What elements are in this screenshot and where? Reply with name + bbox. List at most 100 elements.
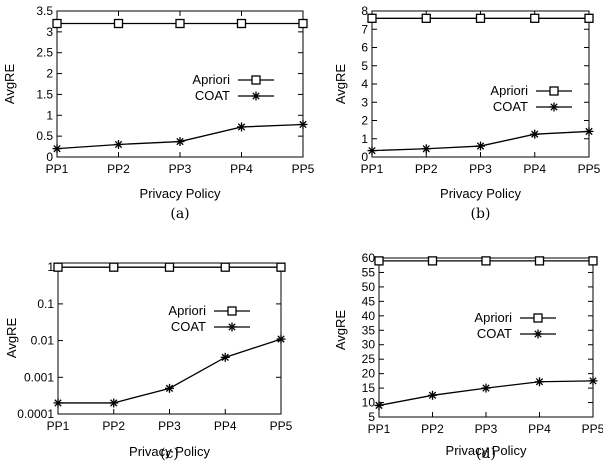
x-tick-label: PP5 bbox=[292, 162, 315, 176]
star-stroke bbox=[54, 399, 62, 407]
data-point bbox=[481, 383, 491, 393]
series-coat bbox=[374, 376, 598, 410]
legend-label: COAT bbox=[171, 319, 206, 334]
data-point bbox=[367, 13, 377, 23]
y-tick-label: 15 bbox=[362, 381, 376, 395]
y-tick-label: 55 bbox=[362, 265, 376, 279]
data-point bbox=[475, 13, 486, 23]
y-axis-label: AvgRE bbox=[4, 318, 19, 359]
y-tick-label: 3 bbox=[46, 25, 53, 39]
y-tick-label: 50 bbox=[362, 280, 376, 294]
data-point bbox=[113, 18, 124, 29]
y-tick-label: 0.1 bbox=[37, 297, 54, 311]
data-point bbox=[530, 129, 540, 139]
data-point bbox=[421, 144, 431, 154]
y-tick-label: 7 bbox=[361, 22, 368, 36]
x-tick-label: PP5 bbox=[578, 162, 601, 176]
y-axis-label: AvgRE bbox=[333, 310, 348, 351]
data-point bbox=[165, 383, 174, 393]
star-stroke bbox=[165, 384, 174, 393]
y-tick-label: 1 bbox=[47, 260, 54, 274]
x-tick-label: PP4 bbox=[523, 162, 546, 176]
data-point bbox=[427, 256, 438, 266]
y-tick-label: 3.5 bbox=[36, 4, 53, 18]
legend-label: Apriori bbox=[490, 83, 528, 98]
y-tick-label: 1 bbox=[361, 132, 368, 146]
star-stroke bbox=[299, 120, 307, 129]
data-point bbox=[428, 390, 437, 400]
y-tick-label: 0.01 bbox=[31, 334, 55, 348]
legend-marker bbox=[251, 91, 261, 101]
data-point bbox=[53, 262, 63, 272]
star-stroke bbox=[53, 144, 61, 153]
x-tick-label: PP3 bbox=[158, 419, 181, 433]
data-point bbox=[584, 13, 594, 23]
x-tick-label: PP2 bbox=[107, 162, 130, 176]
y-tick-label: 0 bbox=[361, 150, 368, 164]
star-stroke bbox=[589, 377, 597, 385]
series-coat bbox=[52, 119, 308, 154]
data-point bbox=[109, 262, 119, 272]
x-tick-label: PP1 bbox=[368, 422, 391, 436]
series-coat bbox=[53, 334, 286, 408]
y-tick-label: 10 bbox=[362, 396, 376, 410]
star-stroke bbox=[550, 103, 558, 111]
data-point bbox=[534, 256, 545, 266]
chart-panel-3: 0.0001 0.001 0.01 0.1 1 PP1 PP2 PP3 PP4 PP5 Privac… bbox=[4, 260, 293, 462]
data-point bbox=[52, 144, 62, 154]
x-tick-label: PP4 bbox=[230, 162, 253, 176]
star-stroke bbox=[428, 391, 437, 399]
legend-marker bbox=[227, 322, 237, 332]
y-tick-label: 45 bbox=[362, 294, 376, 308]
panel-caption: (a) bbox=[170, 206, 189, 222]
series-coat bbox=[367, 126, 594, 156]
x-tick-label: PP5 bbox=[582, 422, 603, 436]
legend-marker bbox=[227, 306, 237, 316]
star-stroke bbox=[252, 92, 260, 100]
data-point bbox=[276, 262, 286, 272]
data-point bbox=[236, 18, 247, 29]
star-stroke bbox=[221, 353, 229, 361]
legend-marker bbox=[533, 329, 543, 339]
y-tick-label: 2 bbox=[361, 114, 368, 128]
star-stroke bbox=[237, 123, 246, 131]
series-apriori bbox=[52, 18, 308, 29]
data-point bbox=[114, 139, 123, 149]
y-axis-label: AvgRE bbox=[333, 64, 348, 105]
legend-label: Apriori bbox=[192, 72, 230, 87]
x-tick-label: PP1 bbox=[361, 162, 384, 176]
y-tick-label: 0.001 bbox=[24, 370, 54, 384]
y-tick-label: 8 bbox=[361, 4, 368, 18]
plot-frame bbox=[56, 10, 304, 158]
data-point bbox=[298, 119, 308, 129]
x-tick-label: PP2 bbox=[415, 162, 438, 176]
y-tick-label: 40 bbox=[362, 309, 376, 323]
x-axis-label: Privacy Policy bbox=[129, 444, 210, 459]
x-axis-label: Privacy Policy bbox=[140, 186, 221, 201]
data-point bbox=[53, 398, 63, 408]
legend-label: COAT bbox=[477, 326, 512, 341]
data-point bbox=[175, 137, 185, 147]
data-point bbox=[367, 146, 377, 156]
panel-caption: (c) bbox=[160, 446, 179, 462]
data-point bbox=[374, 400, 384, 410]
star-stroke bbox=[277, 335, 285, 343]
x-tick-label: PP3 bbox=[469, 162, 492, 176]
x-tick-label: PP2 bbox=[421, 422, 444, 436]
legend-marker bbox=[251, 75, 261, 85]
series-apriori bbox=[374, 256, 598, 266]
x-tick-label: PP1 bbox=[46, 162, 69, 176]
series-line bbox=[58, 338, 282, 404]
data-point bbox=[164, 262, 175, 272]
x-tick-label: PP1 bbox=[47, 419, 70, 433]
y-tick-label: 2 bbox=[46, 67, 53, 81]
star-stroke bbox=[228, 323, 236, 331]
y-tick-label: 6 bbox=[361, 41, 368, 55]
star-stroke bbox=[476, 142, 485, 150]
y-tick-label: 1.5 bbox=[36, 87, 53, 101]
